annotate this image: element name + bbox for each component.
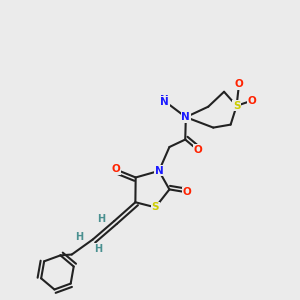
Text: O: O	[183, 188, 192, 197]
Text: S: S	[152, 202, 159, 212]
Text: H: H	[97, 214, 105, 224]
Text: N: N	[154, 166, 163, 176]
Text: H: H	[76, 232, 84, 242]
Text: N: N	[160, 97, 169, 106]
Text: N: N	[160, 95, 169, 105]
Text: O: O	[247, 96, 256, 106]
Text: O: O	[235, 79, 243, 89]
Text: H: H	[94, 244, 103, 254]
Text: S: S	[233, 101, 240, 111]
Text: N: N	[182, 112, 190, 122]
Text: O: O	[194, 145, 202, 155]
Text: O: O	[111, 164, 120, 174]
